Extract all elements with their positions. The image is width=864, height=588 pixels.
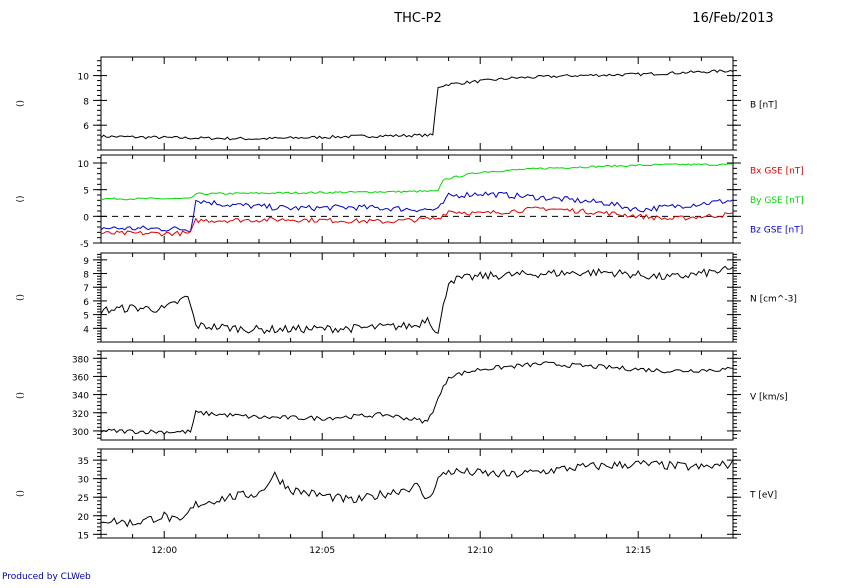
x-tick-label: 12:00 (151, 546, 177, 556)
series-line-bgse-1 (100, 191, 734, 232)
y-tick-label-t: 30 (78, 476, 90, 486)
x-tick-label: 12:05 (309, 546, 335, 556)
x-tick-label: 12:10 (467, 546, 493, 556)
side-label-b: () (16, 100, 26, 107)
series-label-bgse-2: Bz GSE [nT] (750, 225, 803, 235)
y-tick-label-bgse: -5 (80, 240, 89, 250)
panel-frame-v (100, 350, 734, 441)
x-tick-label: 12:15 (625, 546, 651, 556)
y-tick-label-n: 6 (83, 298, 89, 308)
panel-frame-n (100, 252, 734, 343)
y-tick-label-n: 5 (83, 312, 89, 322)
y-tick-label-bgse: 10 (78, 160, 90, 170)
chart-date: 16/Feb/2013 (692, 11, 773, 26)
series-line-t-0 (100, 459, 734, 528)
panel-frame-t (100, 448, 734, 539)
y-tick-label-b: 6 (83, 122, 89, 132)
side-label-bgse: () (16, 195, 26, 202)
y-tick-label-n: 7 (83, 284, 89, 294)
y-tick-label-v: 340 (72, 392, 89, 402)
series-line-bgse-2 (100, 206, 734, 237)
y-tick-label-t: 20 (78, 513, 90, 523)
series-label-n-0: N [cm^-3] (750, 295, 797, 305)
side-label-t: () (16, 490, 26, 497)
series-line-b-0 (100, 69, 734, 141)
y-tick-label-bgse: 0 (83, 213, 89, 223)
y-tick-label-b: 8 (83, 97, 89, 107)
y-tick-label-v: 360 (72, 373, 89, 383)
y-tick-label-v: 380 (72, 355, 89, 365)
y-tick-label-n: 4 (83, 325, 89, 335)
y-tick-label-b: 10 (78, 73, 90, 83)
chart-title: THC-P2 (393, 11, 442, 26)
credit-text: Produced by CLWeb (2, 572, 91, 582)
series-line-n-0 (100, 265, 734, 335)
series-label-bgse-0: Bx GSE [nT] (750, 167, 804, 177)
side-label-n: () (16, 294, 26, 301)
y-tick-label-t: 15 (78, 531, 89, 541)
series-label-b-0: B [nT] (750, 101, 777, 111)
series-line-v-0 (100, 361, 734, 435)
panel-frame-bgse (100, 154, 734, 244)
series-line-bgse-0 (100, 163, 734, 201)
series-label-bgse-1: By GSE [nT] (750, 196, 804, 206)
y-tick-label-n: 9 (83, 257, 89, 267)
y-tick-label-v: 320 (72, 410, 89, 420)
series-label-t-0: T [eV] (749, 491, 777, 501)
y-tick-label-t: 35 (78, 457, 89, 467)
series-label-v-0: V [km/s] (750, 393, 788, 403)
y-tick-label-bgse: 5 (83, 187, 89, 197)
y-tick-label-n: 8 (83, 271, 89, 281)
y-tick-label-t: 25 (78, 494, 89, 504)
panel-frame-b (100, 56, 734, 151)
side-label-v: () (16, 392, 26, 399)
y-tick-label-v: 300 (72, 428, 89, 438)
